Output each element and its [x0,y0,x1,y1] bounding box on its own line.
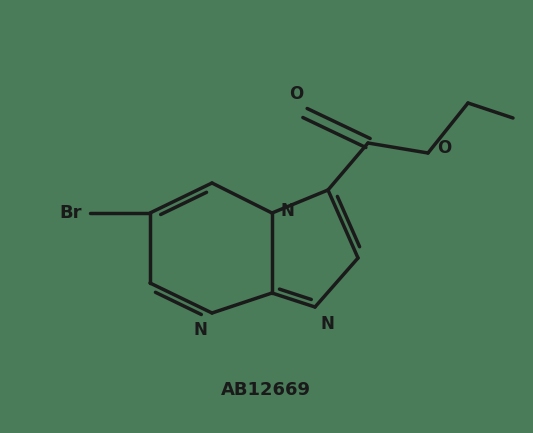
Text: AB12669: AB12669 [221,381,311,399]
Text: O: O [437,139,451,157]
Text: N: N [193,321,207,339]
Text: Br: Br [60,204,82,222]
Text: N: N [320,315,334,333]
Text: O: O [289,85,303,103]
Text: N: N [280,202,294,220]
